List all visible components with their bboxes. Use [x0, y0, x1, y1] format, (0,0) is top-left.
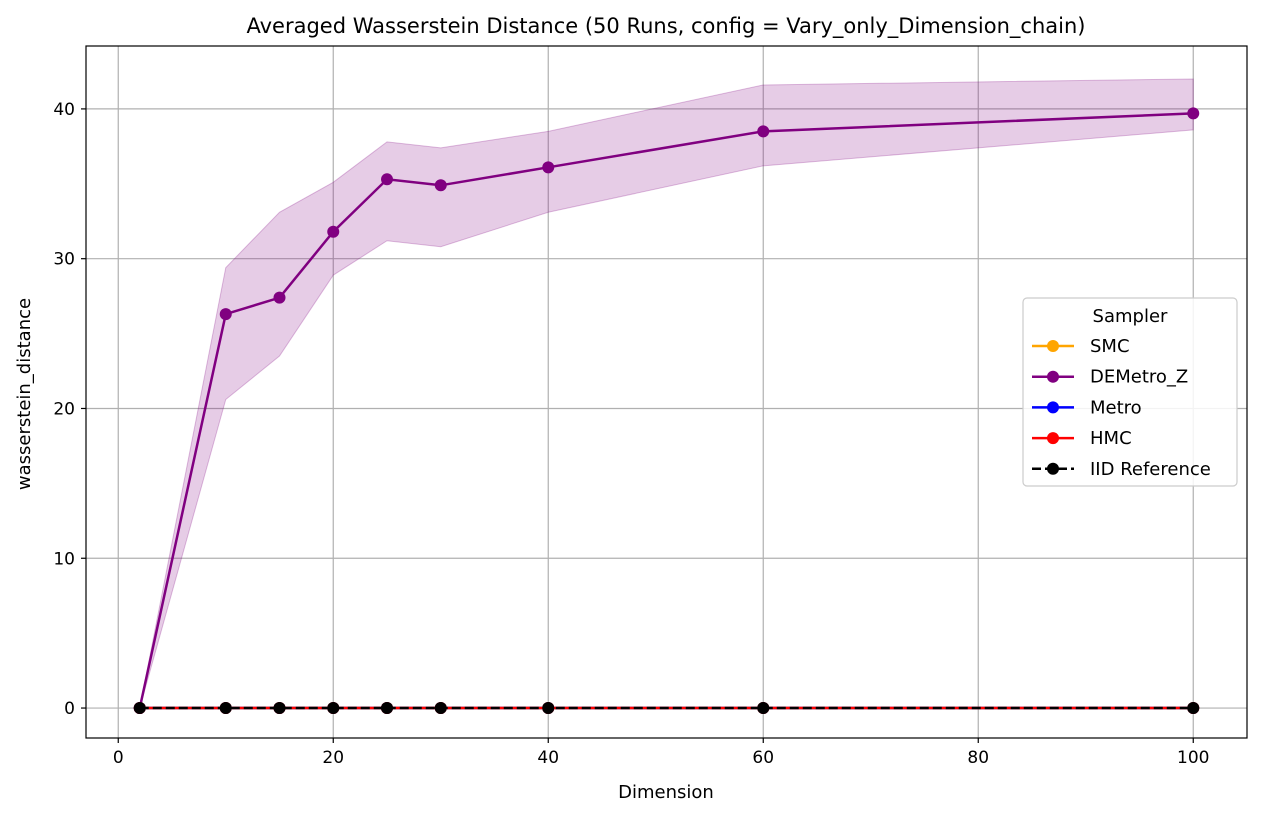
demetro-z-band [139, 78, 1194, 709]
x-tick-label: 80 [967, 748, 989, 768]
axis-ticks: 0 20 40 60 80 100 0 10 20 30 40 [53, 100, 1209, 768]
demetro-z-legend-label: DEMetro_Z [1090, 367, 1188, 388]
y-tick-label: 0 [64, 699, 75, 719]
metro-legend-label: Metro [1090, 397, 1142, 418]
metro-legend-marker [1047, 401, 1059, 414]
demetro-z-point [273, 291, 286, 304]
demetro-z-point [757, 125, 770, 138]
demetro-z-point [219, 308, 232, 321]
iid-reference-point [133, 702, 146, 715]
x-axis-label: Dimension [618, 782, 714, 803]
y-tick-label: 30 [53, 250, 75, 270]
chart-title: Averaged Wasserstein Distance (50 Runs, … [246, 14, 1085, 39]
y-tick-label: 40 [53, 100, 75, 120]
demetro-z-point [381, 173, 393, 186]
iid-reference-point [273, 702, 286, 715]
hmc-legend-marker [1047, 432, 1059, 445]
series-lines [133, 107, 1200, 715]
iid-reference-point [542, 702, 555, 715]
confidence-bands [139, 78, 1194, 709]
x-tick-label: 20 [322, 748, 344, 768]
iid-reference-point [219, 702, 232, 715]
legend: Sampler SMC DEMetro_Z Metro HMC IID Referenc… [1022, 297, 1238, 487]
iid-reference-point [434, 702, 447, 715]
demetro-z-point [434, 179, 447, 192]
y-tick-label: 20 [53, 399, 75, 419]
iid-reference-legend-label: IID Reference [1090, 459, 1211, 480]
iid-reference-point [1187, 702, 1200, 715]
plot-frame [85, 45, 1248, 739]
iid-reference-point [381, 702, 393, 715]
demetro-z-point [1187, 107, 1200, 120]
y-tick-label: 10 [53, 549, 75, 569]
legend-box [1022, 297, 1238, 487]
legend-items: SMC DEMetro_Z Metro HMC IID Reference [1032, 336, 1211, 480]
demetro-z-point [327, 225, 340, 238]
hmc-legend-label: HMC [1090, 428, 1132, 449]
smc-legend-label: SMC [1090, 336, 1130, 357]
x-tick-label: 60 [752, 748, 774, 768]
iid-reference-legend-marker [1047, 462, 1059, 475]
x-tick-label: 0 [113, 748, 124, 768]
legend-title: Sampler [1093, 306, 1168, 327]
y-axis-label: wasserstein_distance [14, 298, 35, 490]
iid-reference-point [327, 702, 340, 715]
demetro-z-point [542, 161, 555, 174]
x-tick-label: 100 [1177, 748, 1209, 768]
demetro-z-legend-marker [1047, 370, 1059, 383]
x-tick-label: 40 [537, 748, 559, 768]
smc-legend-marker [1047, 340, 1059, 352]
iid-reference-point [757, 702, 770, 715]
